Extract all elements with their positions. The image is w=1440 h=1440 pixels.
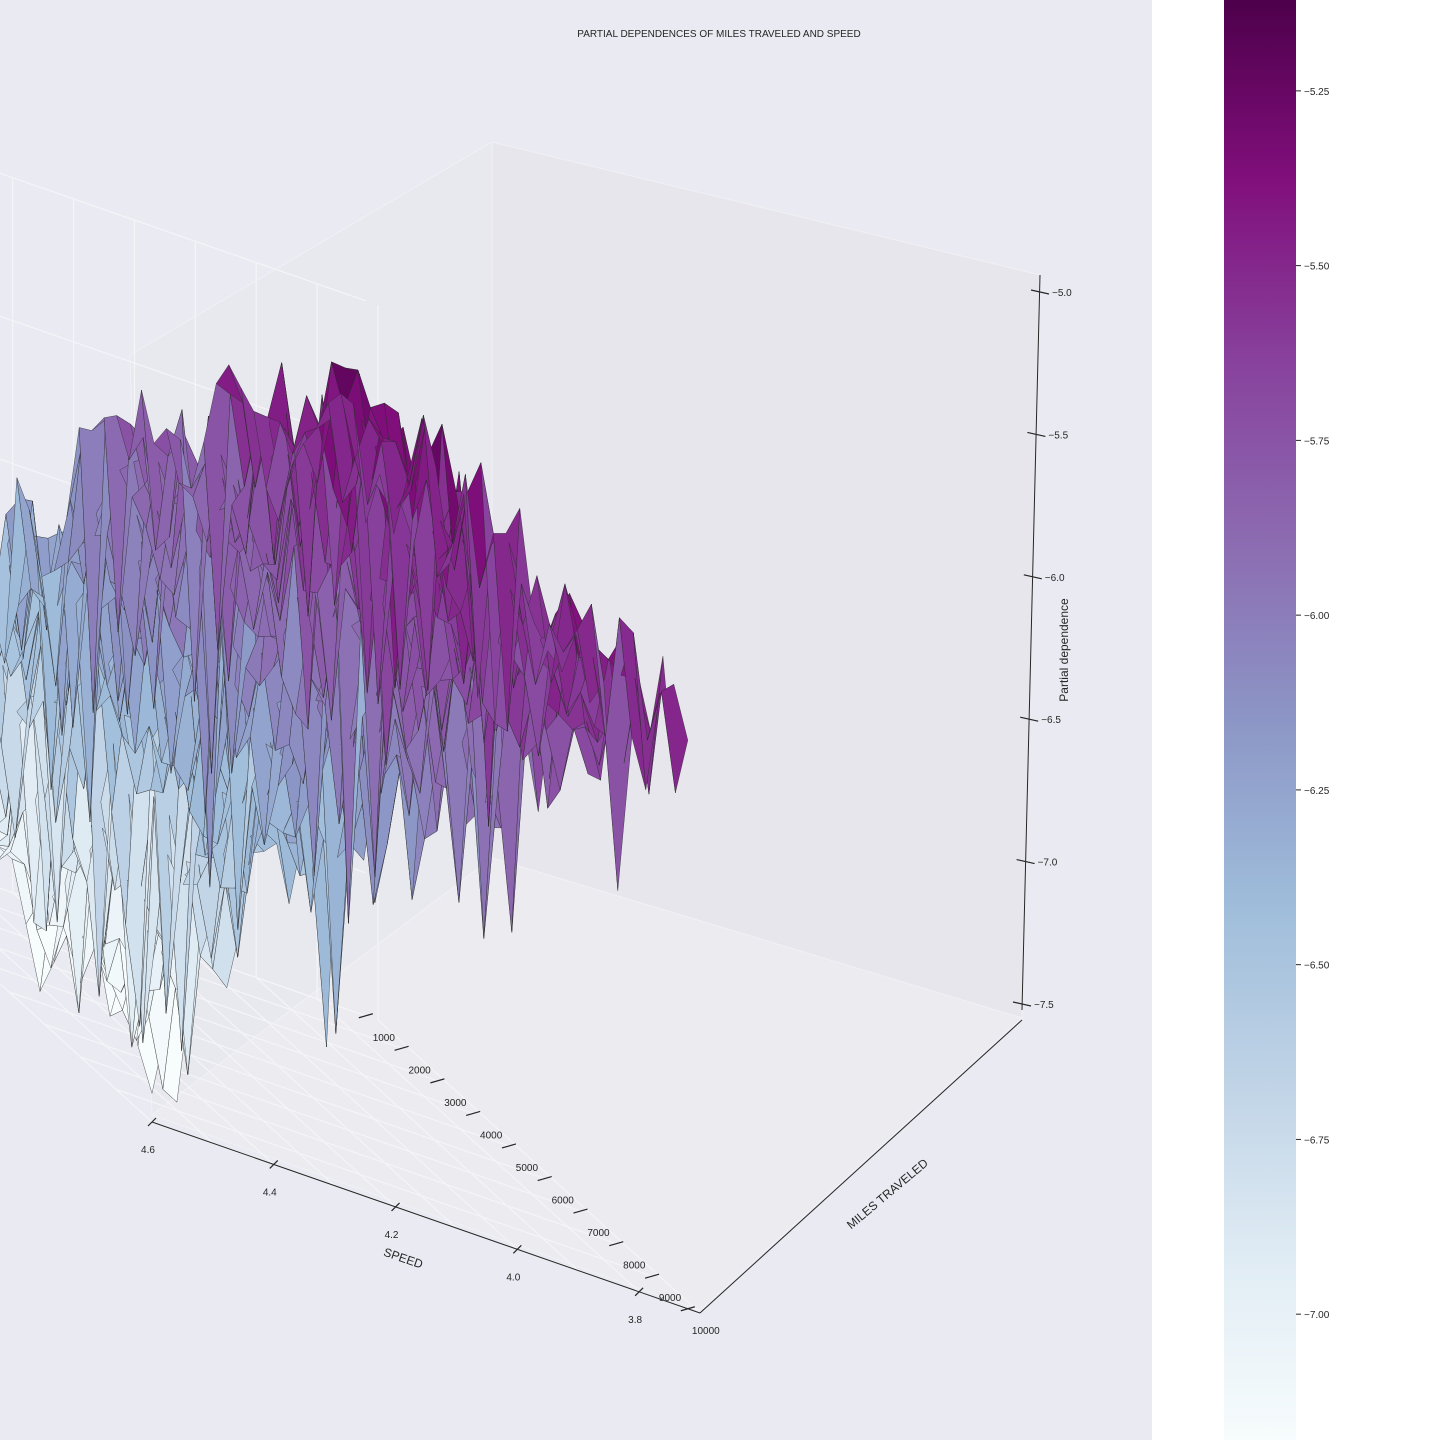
- colorbar-tick-label: −6.00: [1304, 611, 1330, 622]
- grid-line: [0, 982, 153, 1123]
- y-tick-mark: [537, 1175, 552, 1182]
- z-tick-mark: [1012, 1001, 1032, 1007]
- y-tick-label: 8000: [623, 1261, 646, 1272]
- colorbar-tick-label: −5.50: [1304, 262, 1330, 273]
- y-tick-label: 3000: [444, 1098, 467, 1109]
- grid-line: [116, 1088, 653, 1277]
- z-tick-mark: [1030, 289, 1050, 295]
- x-tick-mark: [147, 1117, 157, 1127]
- pane-floor: [150, 857, 1023, 1311]
- y-tick-mark: [680, 1306, 695, 1312]
- surface-plot-3d: PARTIAL DEPENDENCES OF MILES TRAVELED AN…: [0, 29, 1072, 1337]
- colorbar-tick-label: −6.75: [1304, 1135, 1330, 1146]
- colorbar: −5.25 −5.50 −5.75 −6.00 −6.25 −6.50 −6.75 −7.00: [1224, 0, 1330, 1440]
- chart-title: PARTIAL DEPENDENCES OF MILES TRAVELED AN…: [577, 29, 860, 40]
- x-tick-mark: [391, 1202, 400, 1212]
- grid-line: [255, 977, 579, 1271]
- grid-line: [44, 1023, 581, 1212]
- z-tick-label: −7.0: [1038, 858, 1058, 869]
- y-tick-mark: [358, 1013, 373, 1019]
- z-tick-label: −6.0: [1045, 573, 1065, 584]
- colorbar-tick-label: −7.00: [1304, 1310, 1330, 1321]
- x-tick-mark: [634, 1287, 644, 1297]
- y-tick-mark: [394, 1045, 409, 1051]
- grid-line: [0, 914, 275, 1165]
- x-tick-label: 4.0: [506, 1272, 520, 1283]
- grid-line: [8, 991, 545, 1180]
- y-tick-label: 6000: [552, 1196, 575, 1207]
- colorbar-tick-label: −6.50: [1304, 961, 1330, 972]
- x-tick-label: 4.4: [263, 1187, 277, 1198]
- y-tick-mark: [430, 1078, 445, 1084]
- grid-line: [377, 1019, 701, 1314]
- z-tick-label: −5.0: [1052, 288, 1072, 299]
- z-tick-mark: [1023, 574, 1042, 580]
- x-tick-label: 4.2: [385, 1230, 399, 1241]
- y-tick-mark: [609, 1241, 624, 1247]
- z-axis-label: Partial dependence: [1057, 598, 1071, 702]
- colorbar-tick-label: −6.25: [1304, 786, 1330, 797]
- y-tick-label: 1000: [373, 1033, 396, 1044]
- x-tick-mark: [269, 1160, 279, 1169]
- y-tick-mark: [573, 1208, 588, 1214]
- y-tick-label: 10000: [692, 1326, 720, 1337]
- z-axis-line: [1021, 274, 1041, 1011]
- y-tick-label: 5000: [516, 1163, 539, 1174]
- y-axis-line: [699, 1019, 1023, 1314]
- grid-line: [0, 947, 474, 1114]
- z-tick-mark: [1020, 716, 1039, 722]
- z-tick-label: −6.5: [1041, 715, 1061, 726]
- x-axis-label: SPEED: [382, 1245, 425, 1272]
- y-tick-mark: [465, 1110, 481, 1116]
- z-tick-label: −5.5: [1048, 430, 1068, 441]
- z-ticks: −5.0 −5.5 −6.0 −6.5 −7.0 −7.5: [1012, 288, 1072, 1011]
- grid-line: [0, 172, 367, 302]
- grid-line: [0, 967, 510, 1147]
- colorbar-tick-label: −5.25: [1304, 87, 1330, 98]
- y-tick-mark: [644, 1273, 660, 1279]
- grid-line: [316, 998, 640, 1293]
- grid-line: [0, 948, 214, 1144]
- plot-area: PARTIAL DEPENDENCES OF MILES TRAVELED AN…: [0, 0, 1152, 1440]
- grid-line: [194, 955, 518, 1250]
- z-tick-mark: [1016, 859, 1035, 865]
- x-tick-mark: [512, 1244, 522, 1254]
- colorbar-tick-label: −5.75: [1304, 436, 1330, 447]
- colorbar-gradient: [1224, 0, 1296, 1440]
- x-tick-label: 4.6: [141, 1145, 155, 1156]
- colorbar-ticks: −5.25 −5.50 −5.75 −6.00 −6.25 −6.50 −6.75 −7.00: [1296, 87, 1330, 1321]
- y-tick-label: 2000: [408, 1065, 431, 1076]
- surface-face: [661, 683, 689, 793]
- x-ticks: 4.6 4.4 4.2 4.0 3.8: [141, 1117, 644, 1326]
- y-tick-label: 4000: [480, 1130, 503, 1141]
- x-axis-line: [151, 1121, 701, 1314]
- y-tick-mark: [501, 1143, 517, 1149]
- z-tick-mark: [1027, 431, 1046, 437]
- y-ticks: 1000 2000 3000 4000 5000 6000 7000 8000 9000 1000…: [358, 1013, 720, 1337]
- y-tick-label: 9000: [659, 1293, 682, 1304]
- x-tick-label: 3.8: [628, 1315, 642, 1326]
- z-tick-label: −7.5: [1034, 1000, 1054, 1011]
- surface-mesh: [0, 361, 689, 1103]
- y-tick-label: 7000: [587, 1228, 610, 1239]
